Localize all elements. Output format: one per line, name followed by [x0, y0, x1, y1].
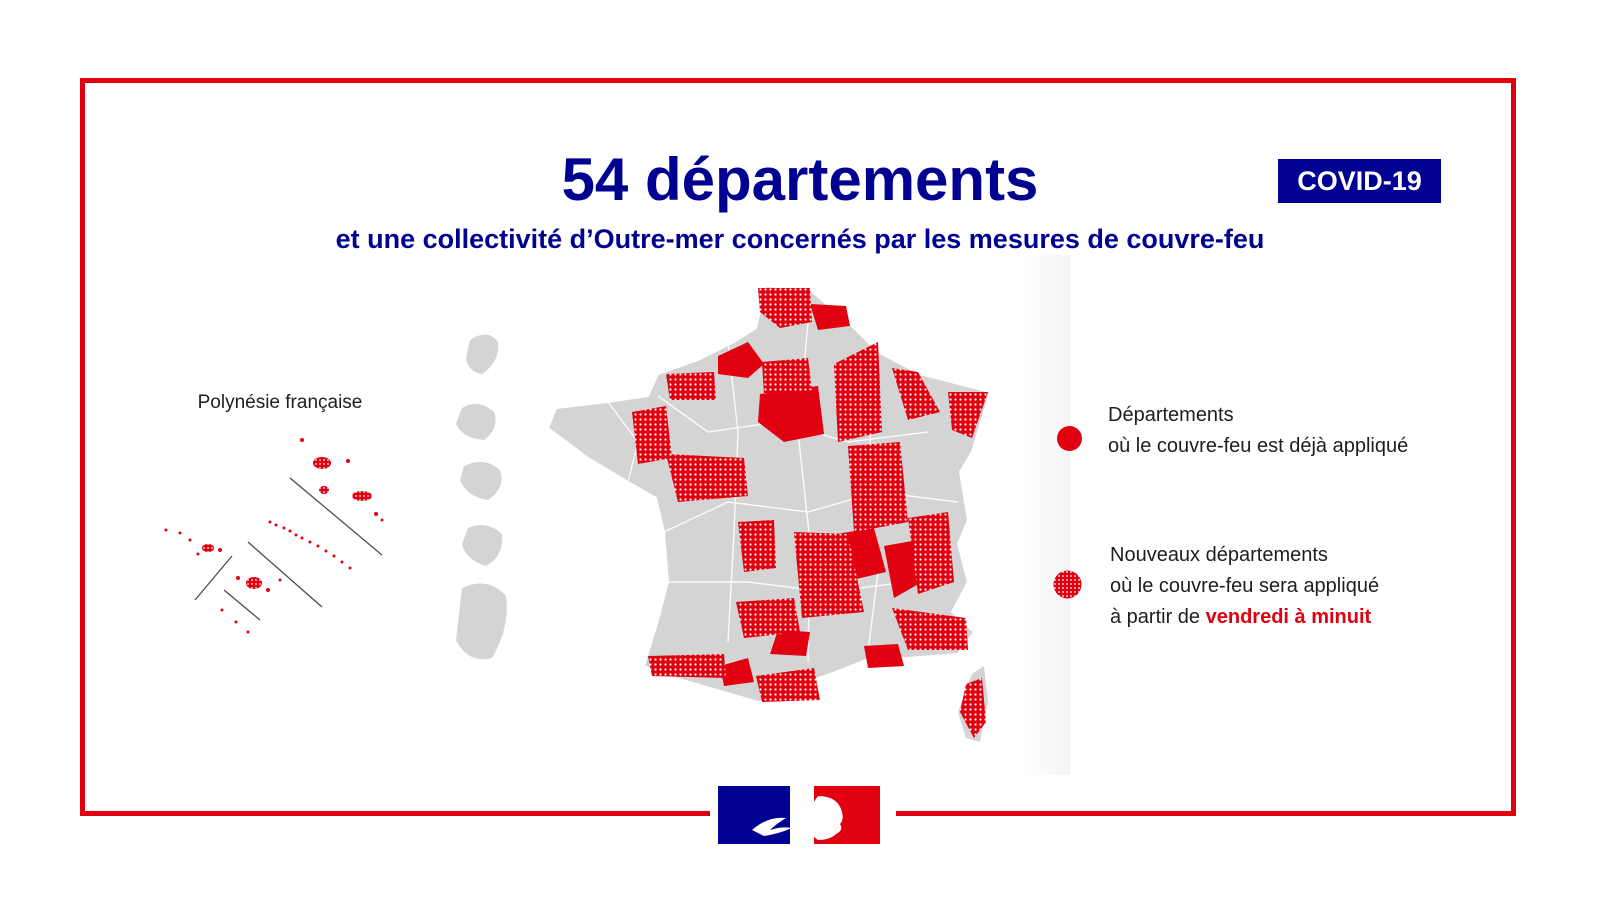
legend-existing-line1: Départements — [1108, 404, 1234, 426]
legend-item-new: Nouveaux départements où le couvre-feu s… — [1110, 540, 1379, 633]
legend-solid-marker — [1057, 426, 1082, 451]
legend-new-highlight: vendredi à minuit — [1205, 606, 1372, 628]
legend-new-line2: où le couvre-feu sera appliqué — [1110, 575, 1380, 597]
legend-new-prefix: à partir de — [1110, 606, 1201, 628]
logo-blue-panel — [718, 786, 790, 844]
legend-hatched-marker — [1053, 570, 1082, 599]
page-subtitle: et une collectivité d’Outre-mer concerné… — [335, 224, 1265, 254]
marianne-profile-icon — [752, 796, 843, 840]
polynesia-map — [164, 438, 384, 634]
france-map — [548, 284, 992, 742]
legend-new-line3: à partir de vendredi à minuit — [1110, 602, 1379, 633]
covid-badge: COVID-19 — [1278, 159, 1441, 203]
overseas-label: Polynésie française — [197, 392, 363, 413]
page-title: 54 départements — [561, 146, 1039, 213]
legend-divider-shadow — [1020, 255, 1070, 775]
legend-existing-line2: où le couvre-feu est déjà appliqué — [1108, 435, 1409, 457]
marianne-logo — [718, 786, 880, 844]
legend-item-existing: Départements où le couvre-feu est déjà a… — [1108, 400, 1408, 462]
legend-new-line1: Nouveaux départements — [1110, 544, 1328, 566]
overseas-territories — [456, 334, 507, 660]
